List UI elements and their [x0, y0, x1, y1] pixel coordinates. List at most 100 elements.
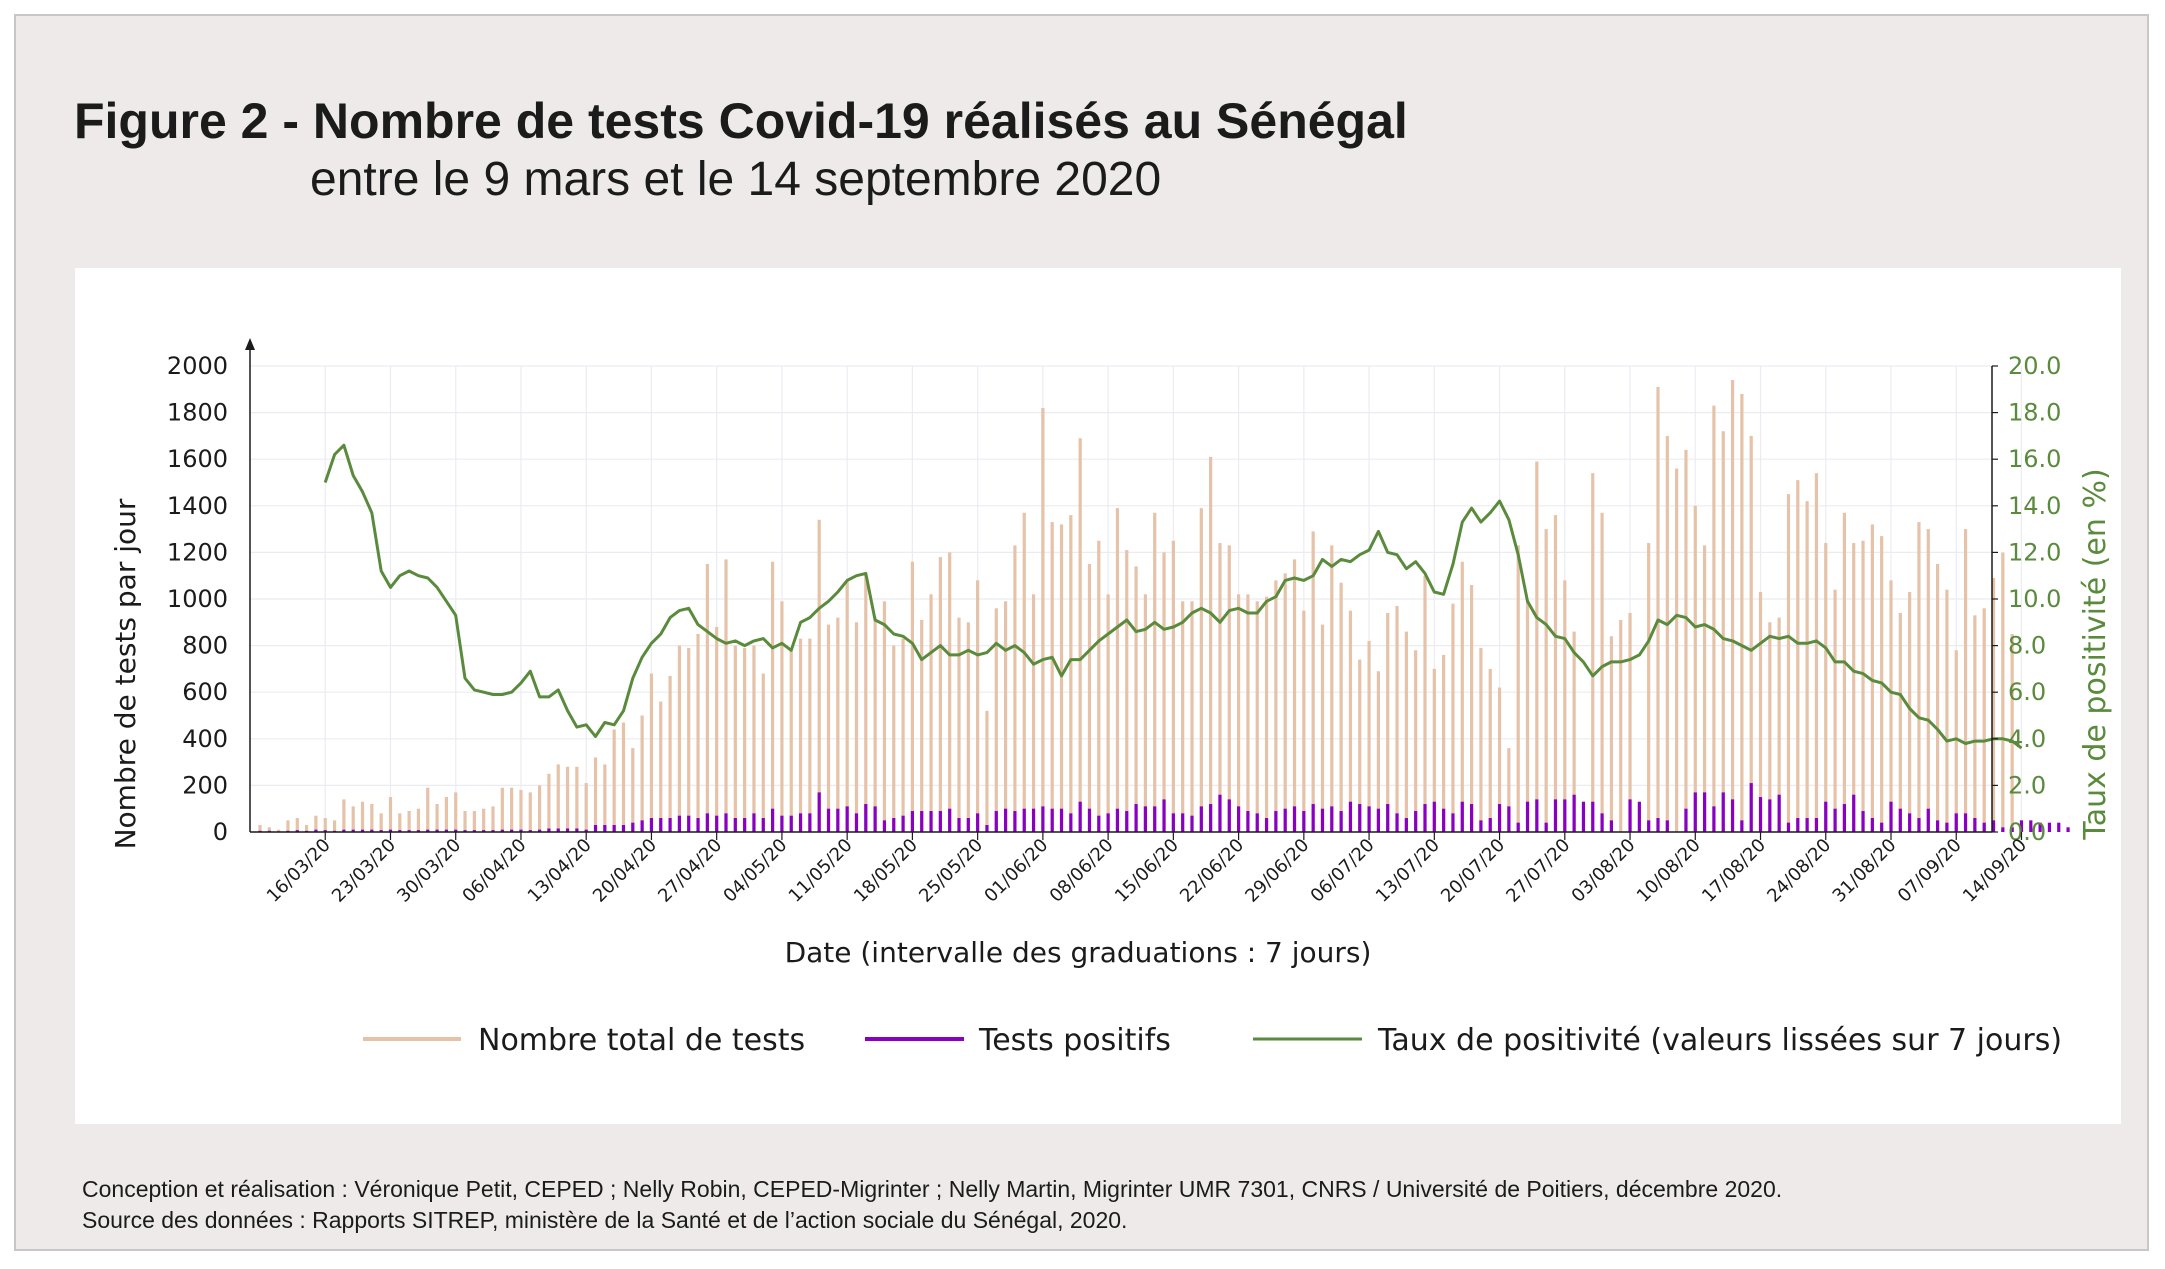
total-tests-bar — [593, 757, 598, 832]
total-tests-bar — [826, 624, 831, 832]
total-tests-bar — [687, 647, 691, 832]
positivity-rate-line — [323, 443, 2023, 750]
positive-tests-bar — [752, 813, 756, 832]
x-tick-label: 07/09/20 — [1894, 835, 1966, 907]
chart: 0 200 400 600 800 1000 1200 1400 1600 1800 2000 0.… — [109, 338, 2113, 1058]
positive-tests-bar — [1320, 808, 1325, 832]
positive-tests-bar — [1805, 818, 1809, 832]
y-tick-label: 1200 — [167, 538, 228, 566]
positive-tests-bar — [1432, 801, 1436, 832]
total-tests-bar — [938, 557, 942, 832]
total-tests-bar — [761, 673, 765, 832]
positive-tests-bar — [1563, 799, 1567, 832]
total-tests-bar — [1031, 594, 1036, 832]
positive-tests-bar — [1078, 801, 1082, 832]
positive-tests-bar — [500, 829, 504, 832]
positive-tests-bar — [631, 822, 635, 832]
total-tests-bar — [640, 715, 644, 832]
positive-tests-bar — [1973, 818, 1977, 832]
positive-tests-bar — [640, 820, 644, 832]
total-tests-bar — [1721, 431, 1725, 832]
total-tests-bar — [808, 638, 812, 832]
positive-tests-bar — [1693, 792, 1697, 832]
positive-tests-bar — [1525, 801, 1530, 832]
total-tests-bar — [1954, 650, 1958, 832]
total-tests-bar — [929, 594, 933, 832]
total-tests-bar — [1591, 473, 1595, 832]
total-tests-bar — [1684, 449, 1688, 832]
positive-tests-bar — [556, 828, 560, 832]
total-tests-bar — [1404, 631, 1408, 832]
positive-tests-bar — [1703, 792, 1707, 832]
total-tests-bar — [1218, 543, 1222, 832]
total-tests-bar — [1665, 435, 1669, 832]
positive-tests-bar — [1917, 818, 1921, 832]
x-tick-label: 22/06/20 — [1176, 835, 1248, 907]
total-tests-bar — [1050, 522, 1054, 832]
total-tests-bar — [1199, 508, 1203, 832]
y2-tick-label: 6.0 — [2008, 678, 2046, 706]
total-tests-bar — [1544, 529, 1548, 832]
total-tests-bar — [538, 785, 542, 832]
positive-tests-bar — [1376, 808, 1380, 832]
positive-tests-bar — [519, 829, 523, 832]
positive-tests-bar — [1181, 813, 1185, 832]
positive-tests-bar — [1824, 801, 1828, 832]
y-tick-label: 1000 — [167, 585, 228, 613]
positive-tests-bar — [836, 808, 840, 832]
figure-frame: Figure 2 - Nombre de tests Covid-19 réal… — [14, 14, 2149, 1251]
positive-tests-bar — [1367, 806, 1371, 832]
positive-tests-bar — [798, 813, 803, 832]
total-tests-bar — [1488, 668, 1492, 832]
total-tests-bar — [1181, 601, 1185, 832]
total-tests-bar — [1339, 582, 1343, 832]
positive-tests-bar — [398, 830, 402, 832]
positive-tests-bar — [1768, 799, 1772, 832]
positive-tests-bar — [1479, 820, 1483, 832]
positive-tests-bar — [1106, 813, 1110, 832]
positive-tests-bar — [2029, 820, 2033, 832]
total-tests-bar — [1087, 564, 1092, 832]
positive-tests-bar — [1115, 808, 1120, 832]
positive-tests-bar — [1339, 811, 1343, 832]
positive-tests-bar — [966, 818, 970, 832]
x-tick-label: 03/08/20 — [1568, 835, 1640, 907]
total-tests-bar — [2001, 552, 2005, 832]
total-tests-bar — [351, 806, 355, 832]
positive-tests-bar — [1898, 808, 1902, 832]
total-tests-bar — [1805, 501, 1809, 832]
y-tick-label: 0 — [213, 818, 228, 846]
positive-tests-bar — [1274, 811, 1278, 832]
total-tests-bar — [1227, 545, 1231, 832]
positive-tests-bar — [370, 829, 374, 832]
total-tests-bar — [1852, 543, 1856, 832]
total-tests-bar — [668, 675, 672, 832]
positive-tests-bar — [621, 825, 626, 832]
total-tests-bar — [1516, 545, 1520, 832]
total-tests-bar — [1069, 515, 1073, 832]
total-tests-bar — [1330, 545, 1334, 832]
total-tests-bar — [1395, 605, 1399, 832]
positive-tests-bar — [1395, 813, 1399, 832]
total-tests-bar — [1842, 512, 1846, 832]
positive-tests-bar — [929, 811, 933, 832]
positive-tests-bar — [1097, 815, 1101, 832]
positive-tests-bar — [1311, 804, 1315, 832]
x-tick-label: 27/07/20 — [1502, 835, 1574, 907]
positive-tests-bar — [444, 829, 448, 832]
positive-tests-bar — [1507, 806, 1511, 832]
total-tests-bar — [836, 617, 840, 832]
total-tests-bar — [696, 633, 700, 832]
total-tests-bar — [1115, 508, 1120, 832]
positive-tests-bar — [1004, 808, 1008, 832]
total-tests-bar — [1917, 522, 1921, 832]
y-axis-left-ticks: 0 200 400 600 800 1000 1200 1400 1600 1800 2000 — [167, 352, 228, 846]
positive-tests-bar — [1143, 806, 1147, 832]
total-tests-bar — [1432, 668, 1436, 832]
positive-tests-bar — [1852, 794, 1856, 832]
positive-tests-bar — [1423, 804, 1427, 832]
total-tests-bar — [1022, 512, 1026, 832]
positive-tests-bar — [1936, 820, 1940, 832]
total-tests-bar — [1749, 435, 1753, 832]
positive-tests-bars — [258, 783, 2070, 832]
